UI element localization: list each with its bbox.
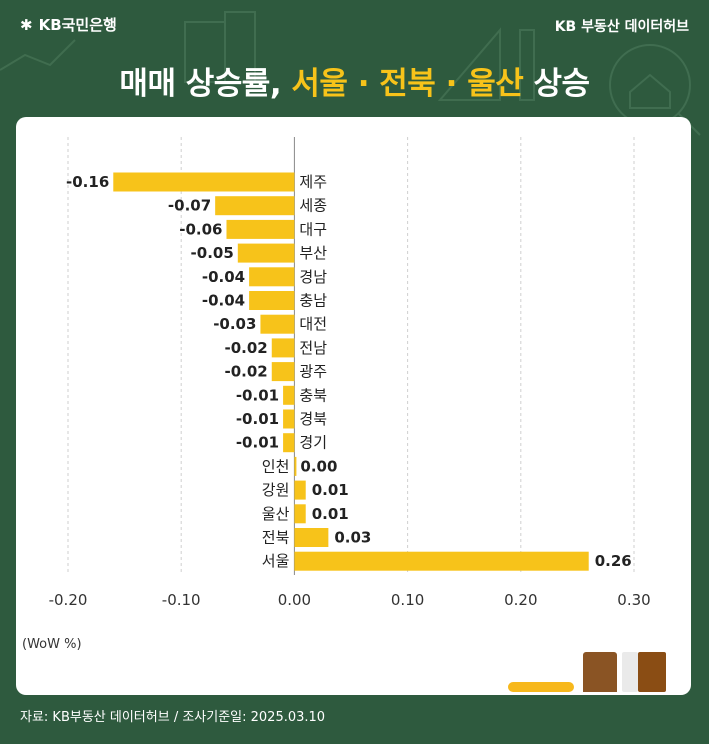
value-label: -0.04 — [202, 268, 245, 286]
bar — [294, 504, 306, 524]
value-label: -0.02 — [225, 339, 268, 357]
axis-unit-label: (WoW %) — [22, 637, 82, 652]
decorative-pencil — [508, 682, 574, 692]
category-label: 서울 — [262, 552, 290, 570]
category-label: 충북 — [299, 386, 327, 404]
title-highlight: 서울 · 전북 · 울산 — [291, 66, 524, 102]
bar — [237, 243, 295, 263]
x-tick-label: 0.30 — [617, 591, 650, 609]
footnote-source: 자료: KB부동산 데이터허브 / 조사기준일: 2025.03.10 — [20, 710, 326, 725]
value-label: -0.07 — [168, 197, 211, 215]
value-label: 0.00 — [300, 457, 337, 475]
category-label: 강원 — [262, 481, 290, 499]
category-label: 대전 — [299, 315, 327, 333]
category-label: 인천 — [262, 457, 290, 475]
x-tick-label: 0.10 — [391, 591, 424, 609]
bar — [271, 362, 295, 382]
bar — [283, 385, 295, 405]
title-suffix: 상승 — [523, 66, 591, 102]
value-label: -0.01 — [236, 434, 279, 452]
category-label: 부산 — [299, 244, 327, 262]
value-label: -0.01 — [236, 386, 279, 404]
brand-name: KB국민은행 — [38, 16, 117, 34]
bar — [294, 528, 329, 547]
x-tick-label: -0.20 — [49, 591, 88, 609]
category-label: 충남 — [299, 292, 327, 310]
decorative-book — [583, 652, 617, 692]
value-label: 0.26 — [595, 552, 632, 570]
category-label: 울산 — [262, 505, 290, 523]
bar — [283, 409, 295, 429]
value-label: -0.16 — [66, 173, 109, 191]
data-source-title: KB 부동산 데이터허브 — [554, 19, 689, 35]
category-label: 전남 — [299, 339, 327, 357]
bar — [294, 456, 297, 476]
chart-card: -0.20 -0.10 0.00 0.10 0.20 0.30 제주 -0.16 세종 -0.07… — [16, 117, 691, 695]
bar — [249, 267, 295, 287]
kb-star-icon: ✱ — [20, 15, 33, 34]
x-tick-label: 0.20 — [504, 591, 537, 609]
title-prefix: 매매 상승률, — [119, 66, 292, 102]
value-label: -0.03 — [213, 315, 256, 333]
ruler-triangle-icon — [437, 27, 501, 101]
category-label: 경남 — [299, 268, 327, 286]
category-label: 경북 — [299, 410, 327, 428]
bar — [294, 480, 306, 500]
bar — [226, 219, 295, 239]
category-label: 대구 — [299, 220, 327, 238]
bar — [113, 172, 295, 192]
brand-logo: ✱ KB국민은행 — [20, 14, 117, 35]
bar — [283, 433, 295, 453]
category-label: 전북 — [262, 529, 290, 547]
value-label: -0.05 — [191, 244, 234, 262]
value-label: 0.01 — [312, 505, 349, 523]
decorative-book — [638, 652, 666, 692]
decorative-book — [622, 652, 638, 692]
value-label: -0.06 — [179, 220, 222, 238]
category-label: 경기 — [299, 434, 327, 452]
category-label: 광주 — [299, 363, 327, 381]
x-tick-label: -0.10 — [162, 591, 201, 609]
value-label: 0.03 — [334, 529, 371, 547]
value-label: 0.01 — [312, 481, 349, 499]
bar — [271, 338, 295, 358]
bar-chart: -0.20 -0.10 0.00 0.10 0.20 0.30 제주 -0.16 세종 -0.07… — [49, 137, 651, 609]
bar — [215, 196, 295, 216]
value-label: -0.01 — [236, 410, 279, 428]
house-icon — [629, 73, 671, 109]
category-label: 세종 — [299, 197, 327, 215]
bar — [260, 314, 295, 334]
value-label: -0.04 — [202, 292, 245, 310]
bar — [294, 551, 589, 571]
x-tick-label: 0.00 — [278, 591, 311, 609]
page-title: 매매 상승률, 서울 · 전북 · 울산 상승 — [0, 58, 709, 103]
value-label: -0.02 — [225, 363, 268, 381]
bar — [249, 291, 295, 310]
category-label: 제주 — [299, 173, 327, 191]
